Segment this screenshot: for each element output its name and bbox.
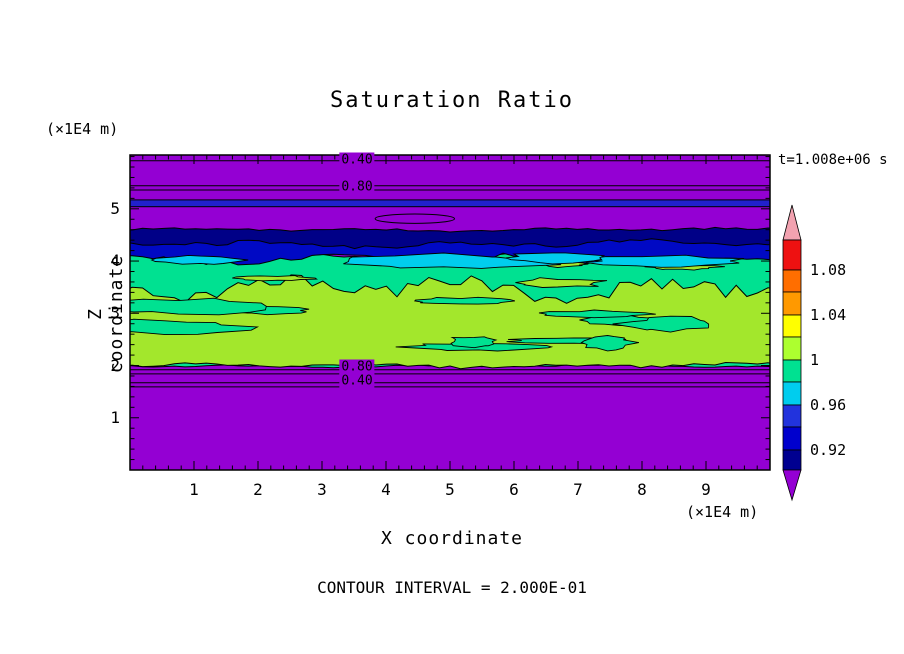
colorbar-segment: [782, 449, 802, 471]
colorbar-segment: [782, 359, 802, 383]
colorbar-segment: [782, 291, 802, 316]
time-label: t=1.008e+06 s: [778, 152, 888, 168]
x-axis-unit-label: (×1E4 m): [686, 503, 759, 521]
colorbar-segment: [782, 314, 802, 338]
colorbar-tick-label: 1: [810, 351, 820, 369]
x-tick-label: 7: [573, 480, 583, 499]
x-tick-label: 8: [637, 480, 647, 499]
spring-green-blob: [538, 309, 656, 319]
spring-green-blob: [413, 296, 516, 305]
contour-field: [130, 155, 770, 470]
colorbar-segment: [782, 336, 802, 361]
x-tick-label: 2: [253, 480, 263, 499]
x-tick-label: 6: [509, 480, 519, 499]
x-tick-label: 1: [189, 480, 199, 499]
x-tick-label: 3: [317, 480, 327, 499]
contour-interval-note: CONTOUR INTERVAL = 2.000E-01: [317, 578, 587, 597]
colorbar-segment: [782, 426, 802, 451]
chart-title: Saturation Ratio: [330, 88, 574, 113]
spring-green-blob: [580, 335, 639, 352]
colorbar-cap-bottom: [782, 469, 802, 502]
colorbar-segment: [782, 239, 802, 271]
x-tick-label: 5: [445, 480, 455, 499]
colorbar-cap-top: [782, 204, 802, 241]
spring-green-blob: [130, 297, 267, 316]
y-tick-label: 2: [110, 355, 120, 375]
green-yellow-blob: [515, 277, 608, 288]
colorbar-segment: [782, 381, 802, 406]
x-axis-title: X coordinate: [380, 528, 524, 549]
y-tick-label: 1: [110, 407, 120, 427]
spring-green-blob: [130, 318, 260, 336]
colorbar-tick-label: 1.04: [810, 306, 847, 324]
y-tick-label: 5: [110, 198, 120, 218]
contour-value-label: 0.80: [339, 359, 375, 375]
colorbar-tick-label: 1.08: [810, 261, 847, 279]
green-yellow-blob: [232, 275, 318, 282]
colorbar-segment: [782, 269, 802, 293]
plot-border: [129, 154, 771, 471]
contour-value-label: 0.40: [339, 152, 375, 168]
navy-band: [130, 226, 770, 250]
contour-value-label: 0.40: [339, 373, 375, 389]
spring-green-blob: [450, 336, 498, 349]
x-tick-label: 9: [701, 480, 711, 499]
colorbar-segment: [782, 404, 802, 428]
spring-green-blob: [612, 315, 710, 333]
blue-stripe: [130, 199, 770, 208]
cyan-patch: [580, 254, 744, 268]
contour-value-label: 0.80: [339, 179, 375, 195]
y-axis-unit-label: (×1E4 m): [46, 120, 119, 138]
y-tick-label: 3: [110, 303, 120, 323]
closed-contour: [374, 213, 455, 224]
cyan-patch: [343, 252, 562, 269]
x-tick-label: 4: [381, 480, 391, 499]
cyan-patch: [505, 252, 606, 265]
colorbar-tick-label: 0.96: [810, 396, 847, 414]
cyan-patch: [150, 254, 249, 265]
colorbar-tick-label: 0.92: [810, 441, 847, 459]
colorbar: [782, 204, 802, 502]
y-tick-label: 4: [110, 251, 120, 271]
